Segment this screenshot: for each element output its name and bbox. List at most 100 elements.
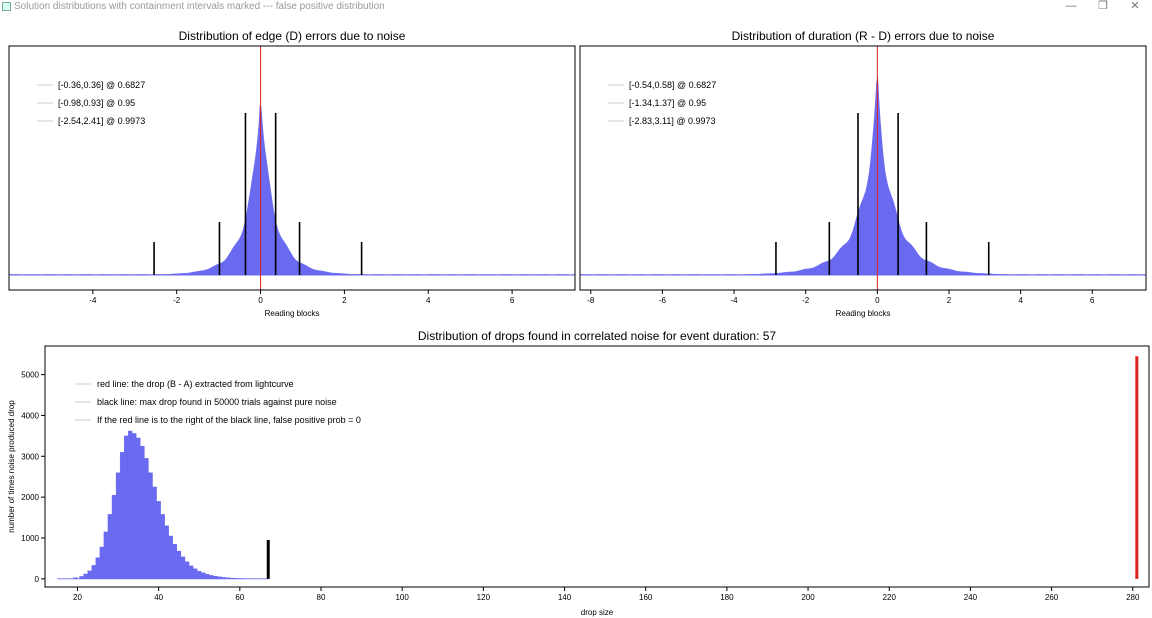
app-icon bbox=[2, 2, 11, 11]
histogram-bar bbox=[103, 531, 109, 579]
x-tick-label: 60 bbox=[235, 593, 244, 602]
x-tick-label: -8 bbox=[587, 296, 595, 305]
histogram-bar bbox=[192, 568, 198, 579]
x-tick-label: 120 bbox=[477, 593, 491, 602]
histogram-bar bbox=[217, 576, 222, 579]
histogram-area bbox=[579, 76, 1147, 276]
histogram-bar bbox=[164, 525, 169, 579]
legend-entry-2: [-0.98,0.93] @ 0.95 bbox=[58, 98, 135, 108]
histogram-bar bbox=[119, 452, 125, 579]
legend-entry-3: [-2.83,3.11] @ 0.9973 bbox=[629, 116, 716, 126]
histogram-bar bbox=[136, 437, 141, 579]
x-tick-label: 180 bbox=[720, 593, 734, 602]
x-tick-label: -4 bbox=[89, 296, 97, 305]
histogram-bar bbox=[205, 573, 210, 579]
x-tick-label: 4 bbox=[1018, 296, 1023, 305]
histogram-bar bbox=[221, 577, 226, 579]
y-tick-label: 4000 bbox=[21, 411, 39, 420]
minimize-button[interactable]: — bbox=[1065, 0, 1077, 12]
histogram-bar bbox=[184, 561, 190, 579]
histogram-bar bbox=[201, 572, 206, 579]
y-tick-label: 5000 bbox=[21, 371, 39, 380]
chart-title-2: Distribution of duration (R - D) errors … bbox=[732, 29, 995, 43]
chart-panel-2 bbox=[579, 45, 1147, 294]
y-axis-label: number of times noise produced drop bbox=[7, 400, 16, 533]
y-tick-label: 2000 bbox=[21, 493, 39, 502]
x-tick-label: 4 bbox=[426, 296, 431, 305]
chart-panel-3 bbox=[41, 345, 1150, 591]
x-axis-label: Reading blocks bbox=[836, 309, 891, 318]
window-title: Solution distributions with containment … bbox=[14, 1, 385, 12]
legend-entry-3: [-2.54,2.41] @ 0.9973 bbox=[58, 116, 145, 126]
x-tick-label: 2 bbox=[947, 296, 952, 305]
histogram-bar bbox=[115, 472, 121, 579]
x-tick-label: 160 bbox=[639, 593, 653, 602]
x-tick-label: 240 bbox=[964, 593, 978, 602]
x-tick-label: 2 bbox=[342, 296, 347, 305]
legend-entry-1: red line: the drop (B - A) extracted fro… bbox=[97, 379, 294, 389]
x-tick-label: 80 bbox=[317, 593, 326, 602]
plot-frame bbox=[44, 345, 1150, 588]
histogram-bar bbox=[188, 565, 194, 579]
histogram-bar bbox=[95, 557, 100, 579]
x-tick-label: 260 bbox=[1045, 593, 1059, 602]
histogram-bar bbox=[168, 535, 174, 579]
plot-frame bbox=[8, 45, 576, 291]
histogram-bar bbox=[99, 546, 105, 579]
histogram-bar bbox=[176, 550, 182, 579]
chart-title-3: Distribution of drops found in correlate… bbox=[418, 329, 777, 343]
y-tick-label: 0 bbox=[35, 575, 40, 584]
window-titlebar: Solution distributions with containment … bbox=[0, 0, 1152, 14]
histogram-bar bbox=[233, 578, 238, 579]
histogram-bar bbox=[128, 430, 133, 579]
histogram-bar bbox=[229, 577, 234, 579]
legend-entry-1: [-0.36,0.36] @ 0.6827 bbox=[58, 80, 145, 90]
histogram-bar bbox=[83, 573, 88, 579]
x-tick-label: 6 bbox=[510, 296, 515, 305]
x-tick-label: -2 bbox=[802, 296, 810, 305]
histogram-bar bbox=[123, 435, 129, 579]
x-tick-label: -2 bbox=[173, 296, 181, 305]
x-axis-label: Reading blocks bbox=[265, 309, 320, 318]
legend-entry-3: If the red line is to the right of the b… bbox=[97, 415, 361, 425]
chart-title-1: Distribution of edge (D) errors due to n… bbox=[179, 29, 406, 43]
chart-panel-1 bbox=[8, 45, 576, 294]
legend-entry-2: [-1.34,1.37] @ 0.95 bbox=[629, 98, 706, 108]
histogram-bar bbox=[73, 577, 78, 579]
histogram-bar bbox=[140, 445, 145, 579]
plot-frame bbox=[579, 45, 1147, 291]
histogram-bar bbox=[172, 543, 178, 579]
histogram-bar bbox=[152, 486, 157, 579]
x-tick-label: 40 bbox=[154, 593, 163, 602]
restore-button[interactable]: ❐ bbox=[1098, 0, 1108, 12]
y-tick-label: 3000 bbox=[21, 452, 39, 461]
histogram-bar bbox=[156, 501, 161, 579]
histogram-bar bbox=[144, 458, 149, 579]
x-tick-label: 0 bbox=[875, 296, 880, 305]
histogram-bar bbox=[213, 576, 218, 579]
x-tick-label: 200 bbox=[801, 593, 815, 602]
x-tick-label: 100 bbox=[395, 593, 409, 602]
histogram-bar bbox=[87, 570, 92, 579]
legend-entry-1: [-0.54,0.58] @ 0.6827 bbox=[629, 80, 716, 90]
histogram-bar bbox=[160, 514, 165, 579]
histogram-bar bbox=[111, 494, 117, 579]
x-tick-label: 140 bbox=[558, 593, 572, 602]
histogram-bar bbox=[91, 565, 96, 579]
histogram-bar bbox=[107, 514, 113, 579]
x-tick-label: 280 bbox=[1126, 593, 1140, 602]
x-tick-label: 220 bbox=[883, 593, 897, 602]
histogram-bar bbox=[225, 577, 230, 579]
x-tick-label: 6 bbox=[1090, 296, 1095, 305]
histogram-area bbox=[8, 104, 576, 276]
histogram-bar bbox=[197, 570, 202, 579]
x-tick-label: -4 bbox=[730, 296, 738, 305]
x-tick-label: 0 bbox=[258, 296, 263, 305]
close-button[interactable]: ✕ bbox=[1130, 0, 1140, 12]
histogram-bar bbox=[180, 556, 186, 579]
x-tick-label: 20 bbox=[73, 593, 82, 602]
x-tick-label: -6 bbox=[659, 296, 667, 305]
x-axis-label: drop size bbox=[581, 608, 614, 617]
histogram-bar bbox=[209, 575, 214, 579]
